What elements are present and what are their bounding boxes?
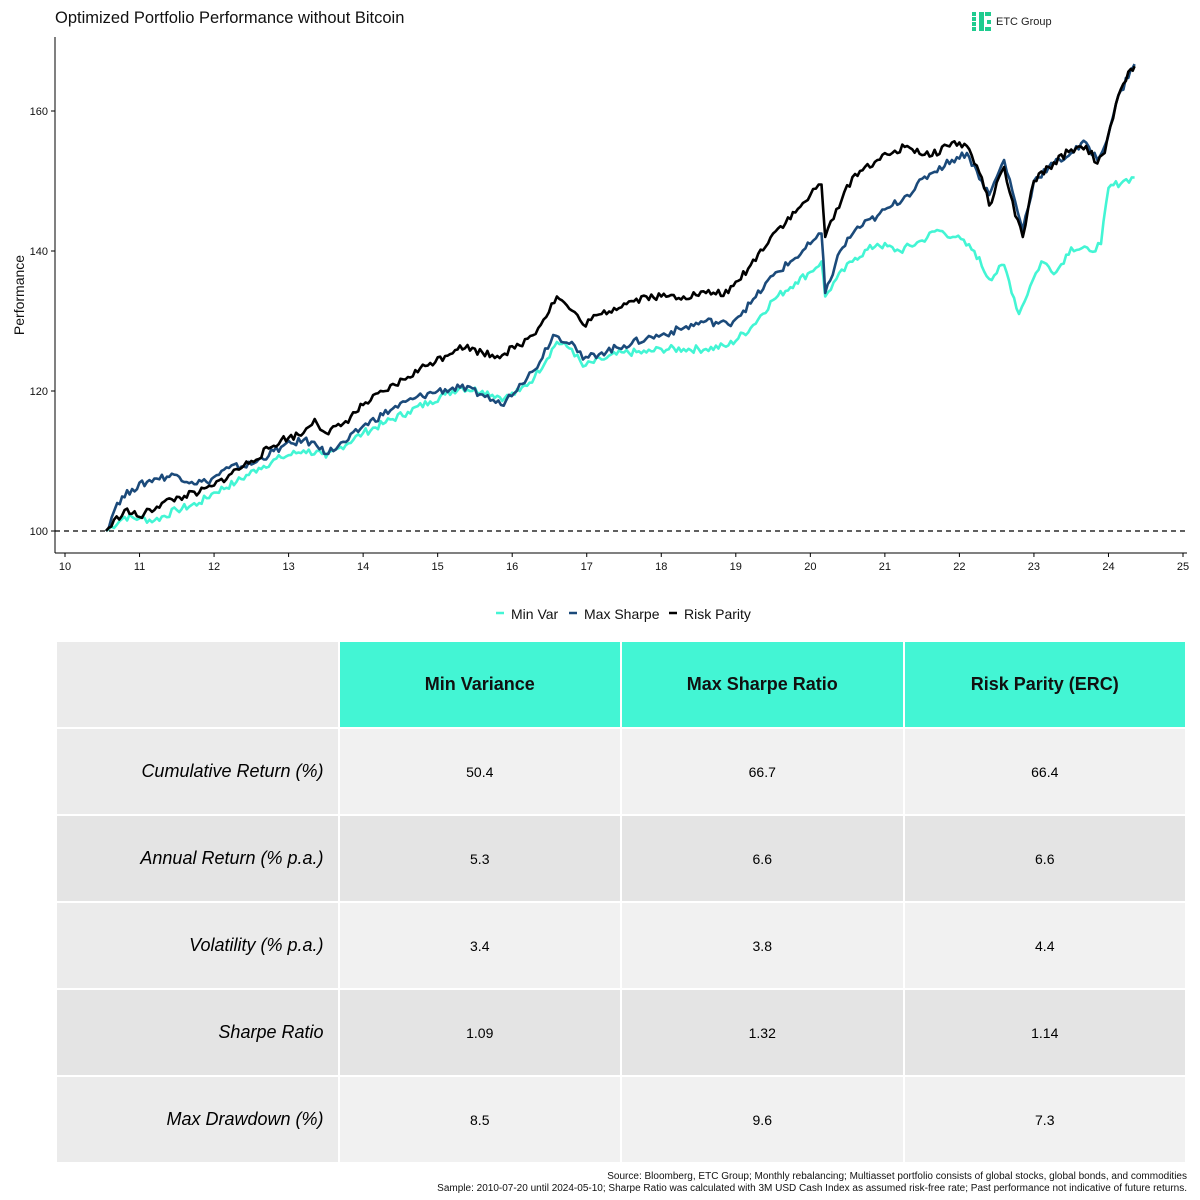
- table-cell: 4.4: [902, 901, 1187, 990]
- column-header: Risk Parity (ERC): [902, 640, 1187, 729]
- table-corner-cell: [55, 640, 340, 729]
- table-cell: 3.4: [337, 901, 622, 990]
- table-cell: 6.6: [902, 814, 1187, 903]
- y-tick-label: 140: [30, 246, 48, 258]
- stats-table: Min Variance Max Sharpe Ratio Risk Parit…: [55, 640, 1187, 1164]
- legend-label: Risk Parity: [684, 606, 751, 622]
- footnote-sample: Sample: 2010-07-20 until 2024-05-10; Sha…: [437, 1183, 1187, 1194]
- x-tick-label: 21: [879, 561, 891, 573]
- brand-logo: ETC Group: [972, 12, 1052, 32]
- table-cell: 6.6: [620, 814, 905, 903]
- footnote-source: Source: Bloomberg, ETC Group; Monthly re…: [607, 1171, 1187, 1182]
- brand-name: ETC Group: [996, 16, 1052, 28]
- table-row: Annual Return (% p.a.) 5.3 6.6 6.6: [55, 814, 1187, 903]
- axis-ticks: 10 11 12 13 14 15 16 17 18 19 20 21 22 23 24 25 100 120 14…: [30, 106, 1189, 573]
- x-tick-label: 20: [804, 561, 816, 573]
- row-label: Sharpe Ratio: [55, 988, 340, 1077]
- footnote: Source: Bloomberg, ETC Group; Monthly re…: [437, 1171, 1187, 1195]
- x-tick-label: 12: [208, 561, 220, 573]
- y-tick-label: 100: [30, 526, 48, 538]
- x-tick-label: 11: [134, 561, 145, 573]
- legend-item: Risk Parity: [669, 606, 751, 622]
- table-cell: 7.3: [902, 1075, 1187, 1164]
- x-tick-label: 16: [506, 561, 518, 573]
- chart-title: Optimized Portfolio Performance without …: [55, 9, 405, 27]
- performance-chart: 10 11 12 13 14 15 16 17 18 19 20 21 22 23 24 25 100 120 14…: [11, 37, 1189, 622]
- table-cell: 50.4: [337, 727, 622, 816]
- row-label: Cumulative Return (%): [55, 727, 340, 816]
- table-row: Sharpe Ratio 1.09 1.32 1.14: [55, 988, 1187, 1077]
- table-cell: 5.3: [337, 814, 622, 903]
- y-axis-title: Performance: [11, 255, 27, 335]
- table-cell: 66.4: [902, 727, 1187, 816]
- legend-item: Max Sharpe: [569, 606, 660, 622]
- series-line-max-sharpe: [105, 63, 1136, 532]
- table-cell: 1.09: [337, 988, 622, 1077]
- x-tick-label: 13: [282, 561, 294, 573]
- table-cell: 1.14: [902, 988, 1187, 1077]
- x-tick-label: 22: [953, 561, 965, 573]
- y-tick-label: 160: [30, 106, 48, 118]
- table-row: Cumulative Return (%) 50.4 66.7 66.4: [55, 727, 1187, 816]
- table-cell: 8.5: [337, 1075, 622, 1164]
- x-tick-label: 18: [655, 561, 667, 573]
- legend-item: Min Var: [496, 606, 559, 622]
- series-lines: [105, 63, 1136, 533]
- row-label: Max Drawdown (%): [55, 1075, 340, 1164]
- series-line-risk-parity: [105, 65, 1136, 532]
- legend-label: Min Var: [511, 606, 559, 622]
- x-tick-label: 23: [1028, 561, 1040, 573]
- table-cell: 9.6: [620, 1075, 905, 1164]
- x-tick-label: 17: [581, 561, 593, 573]
- etc-group-logo-icon: [972, 12, 991, 31]
- column-header: Min Variance: [337, 640, 622, 729]
- x-tick-label: 24: [1102, 561, 1114, 573]
- x-tick-label: 25: [1177, 561, 1189, 573]
- legend-label: Max Sharpe: [584, 606, 660, 622]
- y-tick-label: 120: [30, 386, 48, 398]
- table-row: Volatility (% p.a.) 3.4 3.8 4.4: [55, 901, 1187, 990]
- plot-frame: [54, 37, 1187, 554]
- table-row: Max Drawdown (%) 8.5 9.6 7.3: [55, 1075, 1187, 1164]
- table-header-row: Min Variance Max Sharpe Ratio Risk Parit…: [55, 640, 1187, 729]
- x-tick-label: 15: [432, 561, 444, 573]
- x-tick-label: 14: [357, 561, 369, 573]
- table-cell: 3.8: [620, 901, 905, 990]
- series-line-min-var: [105, 176, 1135, 533]
- x-tick-label: 19: [730, 561, 742, 573]
- table-cell: 1.32: [620, 988, 905, 1077]
- x-tick-label: 10: [59, 561, 71, 573]
- row-label: Volatility (% p.a.): [55, 901, 340, 990]
- row-label: Annual Return (% p.a.): [55, 814, 340, 903]
- table-cell: 66.7: [620, 727, 905, 816]
- legend: Min Var Max Sharpe Risk Parity: [496, 606, 751, 622]
- column-header: Max Sharpe Ratio: [620, 640, 905, 729]
